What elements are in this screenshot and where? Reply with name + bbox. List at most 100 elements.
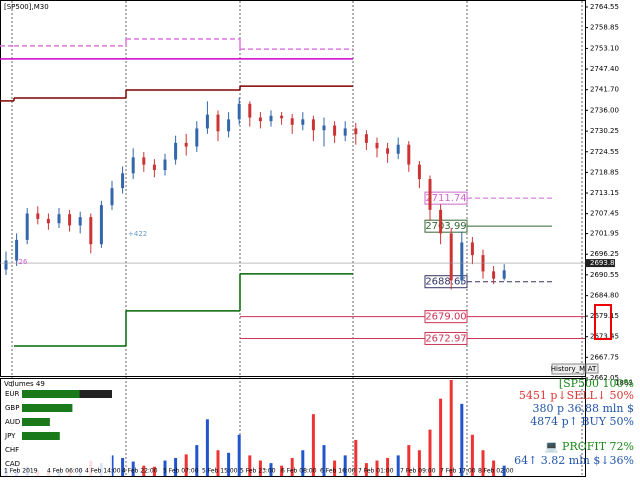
y-tick-label: 2741.70 [590,86,619,94]
x-tick-label: 4 Feb 22:00 [122,468,158,475]
candle-body [68,214,72,226]
volume-bar [163,460,167,476]
currency-bar [22,432,60,440]
y-tick-label: 2684.80 [590,292,619,300]
volume-bar [460,403,464,476]
price-level-label: 2672.97 [425,333,466,344]
candle-body [322,125,326,131]
currency-name: CHF [5,446,19,454]
y-tick-label: 2736.00 [590,106,619,114]
button[interactable]: History_M [551,365,585,373]
currency-name: GBP [5,404,19,412]
price-level-label: 2711.74 [425,193,466,204]
annotation: -26 [16,258,28,266]
x-tick-label: 6 Feb 08:00 [281,468,317,475]
button-bg[interactable] [585,363,599,374]
price-level-box [424,331,468,345]
y-tick-label: 2747.40 [590,65,619,73]
volume-bar [492,460,496,476]
candle-body [396,144,400,154]
currency-name: CAD [5,460,20,468]
y-tick-label: 2718.85 [590,168,619,176]
x-tick-label: 5 Feb 23:00 [240,468,276,475]
currency-name: JPY [4,432,16,440]
price-level-box [424,310,468,324]
volume-bar [311,414,315,476]
info-text: 4874 p↑ BUY 50% [530,415,634,428]
x-tick-label: 8 Feb 02:00 [478,468,514,475]
candle-body [407,144,411,165]
last-price-box [585,259,615,268]
y-tick-label: 2690.55 [590,271,619,279]
candle-body [99,205,103,245]
candle-body [237,103,241,120]
candle-body [301,119,305,125]
candle-body [439,209,443,234]
button[interactable]: AT [588,365,597,373]
volume-bar [439,398,443,476]
candle-body [258,117,262,122]
y-tick-label: 2701.95 [590,230,619,238]
volume-bar [227,452,231,476]
price-level-box [424,275,468,289]
y-tick-label: 2764.55 [590,3,619,11]
y-tick-label: 2724.55 [590,148,619,156]
volume-bar [322,445,326,476]
price-level-label: 2688.65 [425,277,466,288]
volume-bar [184,454,188,476]
candle-body [36,213,40,219]
x-tick-label: 4 Feb 06:00 [47,468,83,475]
candle-body [15,239,19,261]
y-tick-label: 2679.15 [590,312,619,320]
signal-box [594,304,612,340]
candle-body [333,125,337,136]
info-text: 64↑ 3.82 mln $↓36% [514,454,634,467]
volume-bar [375,460,379,476]
y-tick-label: 2667.75 [590,353,619,361]
info-text: 💻 PROFIT 72% [545,440,634,453]
candle-body [460,242,464,281]
candle-body [290,118,294,125]
candle-body [269,115,273,122]
last-price-label: 2693.80 [590,259,619,267]
volume-bar [205,419,209,476]
x-tick-label: 6 Feb 16:00 [320,468,356,475]
volume-bar [354,439,358,476]
plot-frame [0,0,586,377]
candle-body [152,164,156,171]
volume-bar [343,455,347,476]
volume-bar [269,463,273,476]
volume-title: Volumes 49 [4,380,45,388]
volume-bar [152,466,156,476]
candle-body [89,217,93,245]
volume-bar [407,445,411,476]
candle-body [502,270,506,279]
y-tick-label: 2673.45 [590,333,619,341]
volume-bar [290,457,294,476]
x-tick-label: 4 Feb 14:00 [85,468,121,475]
info-text: [SP500 100% [559,377,634,390]
volume-bar [280,465,284,476]
y-tick-label: 2707.45 [590,210,619,218]
info-text: 5451 p↓SELL↓ 50% [519,389,634,402]
candle-body [142,157,146,165]
candle-body [470,242,474,256]
x-tick-label: 7 Feb 17:00 [440,468,476,475]
volume-bar [396,455,400,476]
candle-body [428,179,432,210]
candle-body [184,142,188,147]
button-bg[interactable] [551,363,585,375]
y-tick-label: 2662.05 [590,374,619,382]
candle-body [227,119,231,132]
y-tick-label: 2758.85 [590,24,619,32]
candle-body [25,213,29,240]
candle-body [364,134,368,143]
volume-tick-label: 1863 [615,379,633,387]
volume-bar [364,463,368,476]
candle-body [121,173,125,189]
volume-bar [502,465,506,476]
price-level-label: 2703.99 [425,221,466,232]
volume-bar [481,450,485,476]
volume-bar [121,457,125,476]
